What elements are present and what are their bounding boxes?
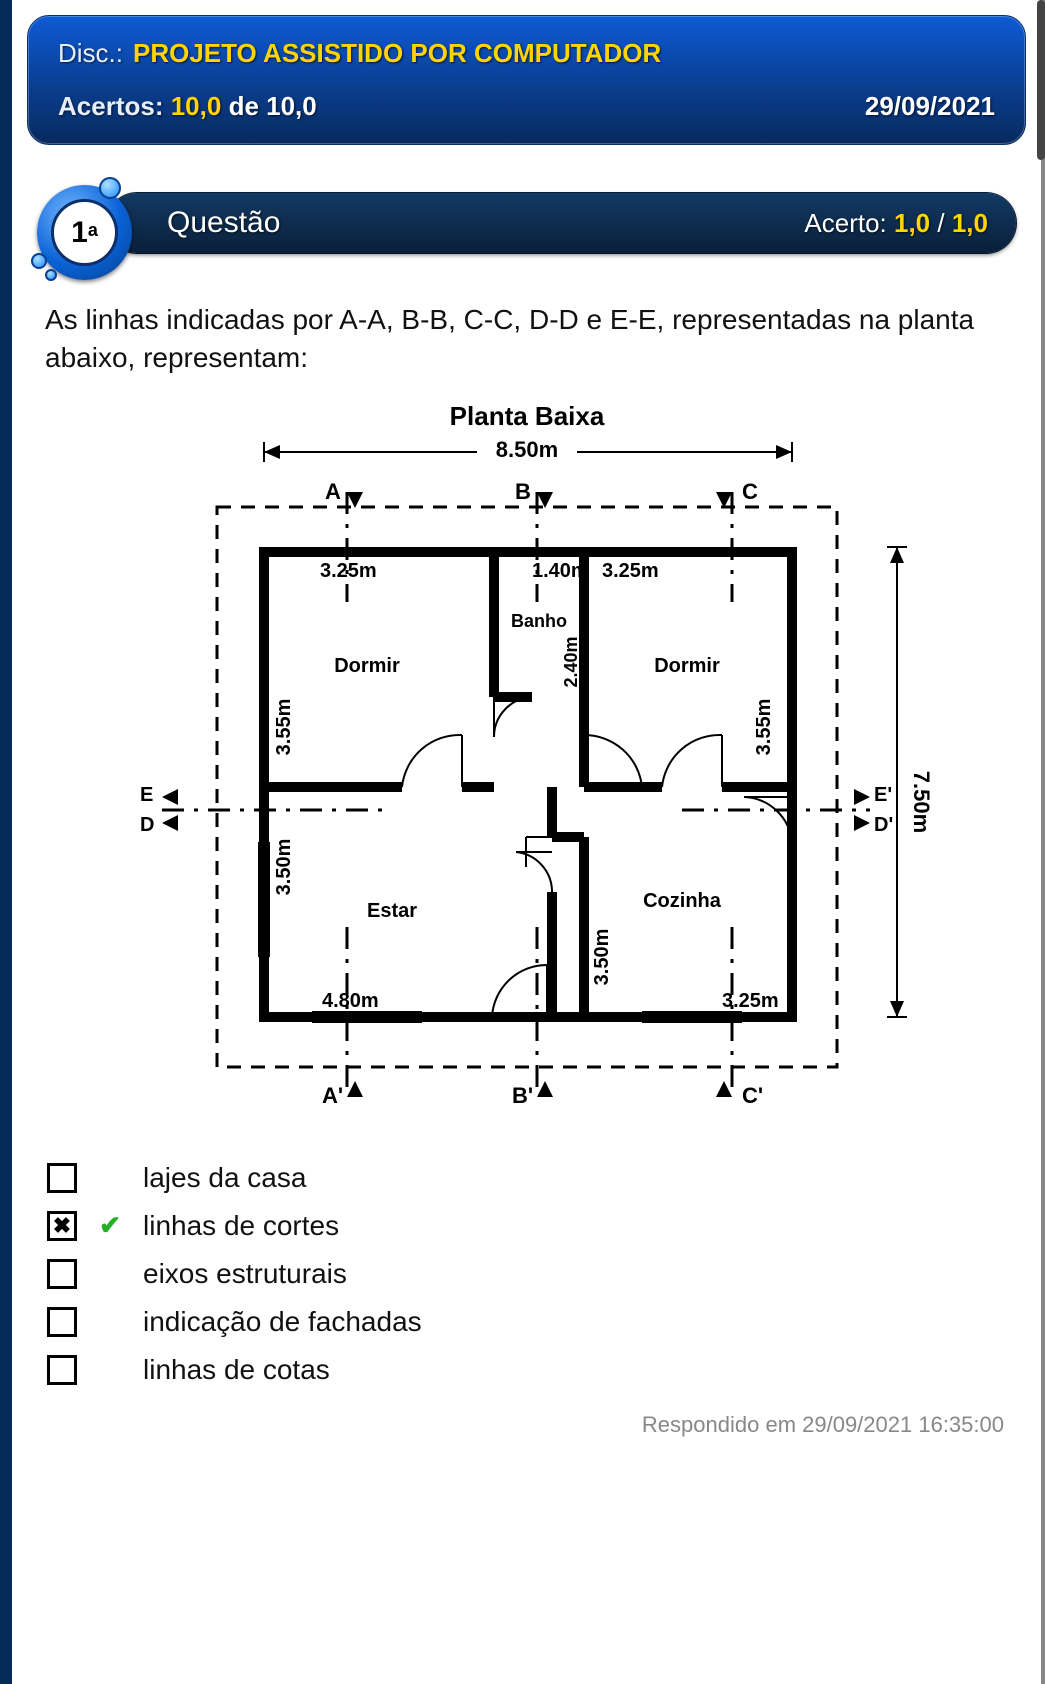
answer-option[interactable]: lajes da casa [47,1162,1008,1194]
answer-option[interactable]: linhas de cotas [47,1354,1008,1386]
svg-text:B': B' [512,1083,533,1108]
correct-mark: ✔ [97,1210,123,1241]
svg-text:3.55m: 3.55m [753,698,775,755]
answer-label: linhas de cortes [143,1210,339,1242]
question-score-label: Acerto: [804,208,886,238]
floor-plan-diagram: Planta Baixa 8.50m 7.50m [122,397,932,1127]
svg-text:A: A [325,479,341,504]
checkbox-icon[interactable] [47,1307,77,1337]
answer-label: eixos estruturais [143,1258,347,1290]
question-bar-title: Questão [167,206,280,240]
answered-timestamp: Respondido em 29/09/2021 16:35:00 [27,1412,1004,1438]
dim-width: 8.50m [264,437,792,463]
question-number-suffix: a [88,220,98,241]
svg-text:8.50m: 8.50m [495,437,557,462]
checkbox-icon[interactable] [47,1211,77,1241]
svg-text:3.50m: 3.50m [591,928,613,985]
svg-text:C: C [742,479,758,504]
svg-text:Dormir: Dormir [334,655,400,677]
header-date: 29/09/2021 [865,91,995,122]
question-score-slash: / [937,208,951,238]
dim-height: 7.50m [887,547,932,1017]
answer-options: lajes da casa ✔ linhas de cortes eixos e… [47,1162,1008,1386]
svg-text:4.80m: 4.80m [322,990,379,1012]
checkbox-icon[interactable] [47,1259,77,1289]
answer-option[interactable]: eixos estruturais [47,1258,1008,1290]
svg-text:3.55m: 3.55m [273,698,295,755]
disc-title: PROJETO ASSISTIDO POR COMPUTADOR [133,38,661,69]
question-score-max: 1,0 [952,208,988,238]
plan-title: Planta Baixa [449,401,604,431]
svg-text:B: B [515,479,531,504]
course-header: Disc.: PROJETO ASSISTIDO POR COMPUTADOR … [27,15,1026,145]
svg-text:3.25m: 3.25m [602,560,659,582]
checkbox-icon[interactable] [47,1163,77,1193]
acertos-label: Acertos: [58,91,163,121]
answer-label: lajes da casa [143,1162,306,1194]
svg-text:C': C' [742,1083,763,1108]
svg-text:E: E [140,784,153,806]
answer-label: indicação de fachadas [143,1306,422,1338]
answer-label: linhas de cotas [143,1354,330,1386]
checkbox-icon[interactable] [47,1355,77,1385]
svg-text:Banho: Banho [511,611,567,631]
acertos-score: 10,0 [171,91,222,121]
svg-text:Cozinha: Cozinha [643,890,722,912]
acertos-de: de 10,0 [229,91,317,121]
question-score: Acerto: 1,0 / 1,0 [804,208,988,239]
answer-option[interactable]: ✔ linhas de cortes [47,1210,1008,1242]
question-number: 1 [71,216,88,250]
svg-text:D: D [140,814,154,836]
question-score-got: 1,0 [894,208,930,238]
disc-label: Disc.: [58,38,123,69]
question-number-badge: 1a [37,185,132,280]
svg-text:Estar: Estar [366,900,416,922]
svg-text:E': E' [874,784,892,806]
svg-text:2.40m: 2.40m [561,636,581,687]
svg-text:1.40m: 1.40m [532,560,589,582]
question-bar: Questão Acerto: 1,0 / 1,0 [107,193,1016,253]
svg-text:A': A' [322,1083,343,1108]
svg-text:Dormir: Dormir [654,655,720,677]
answer-option[interactable]: indicação de fachadas [47,1306,1008,1338]
svg-text:7.50m: 7.50m [909,770,932,832]
question-text: As linhas indicadas por A-A, B-B, C-C, D… [45,301,1008,377]
scrollbar[interactable] [1037,0,1045,160]
svg-text:D': D' [874,814,893,836]
svg-text:3.50m: 3.50m [273,838,295,895]
